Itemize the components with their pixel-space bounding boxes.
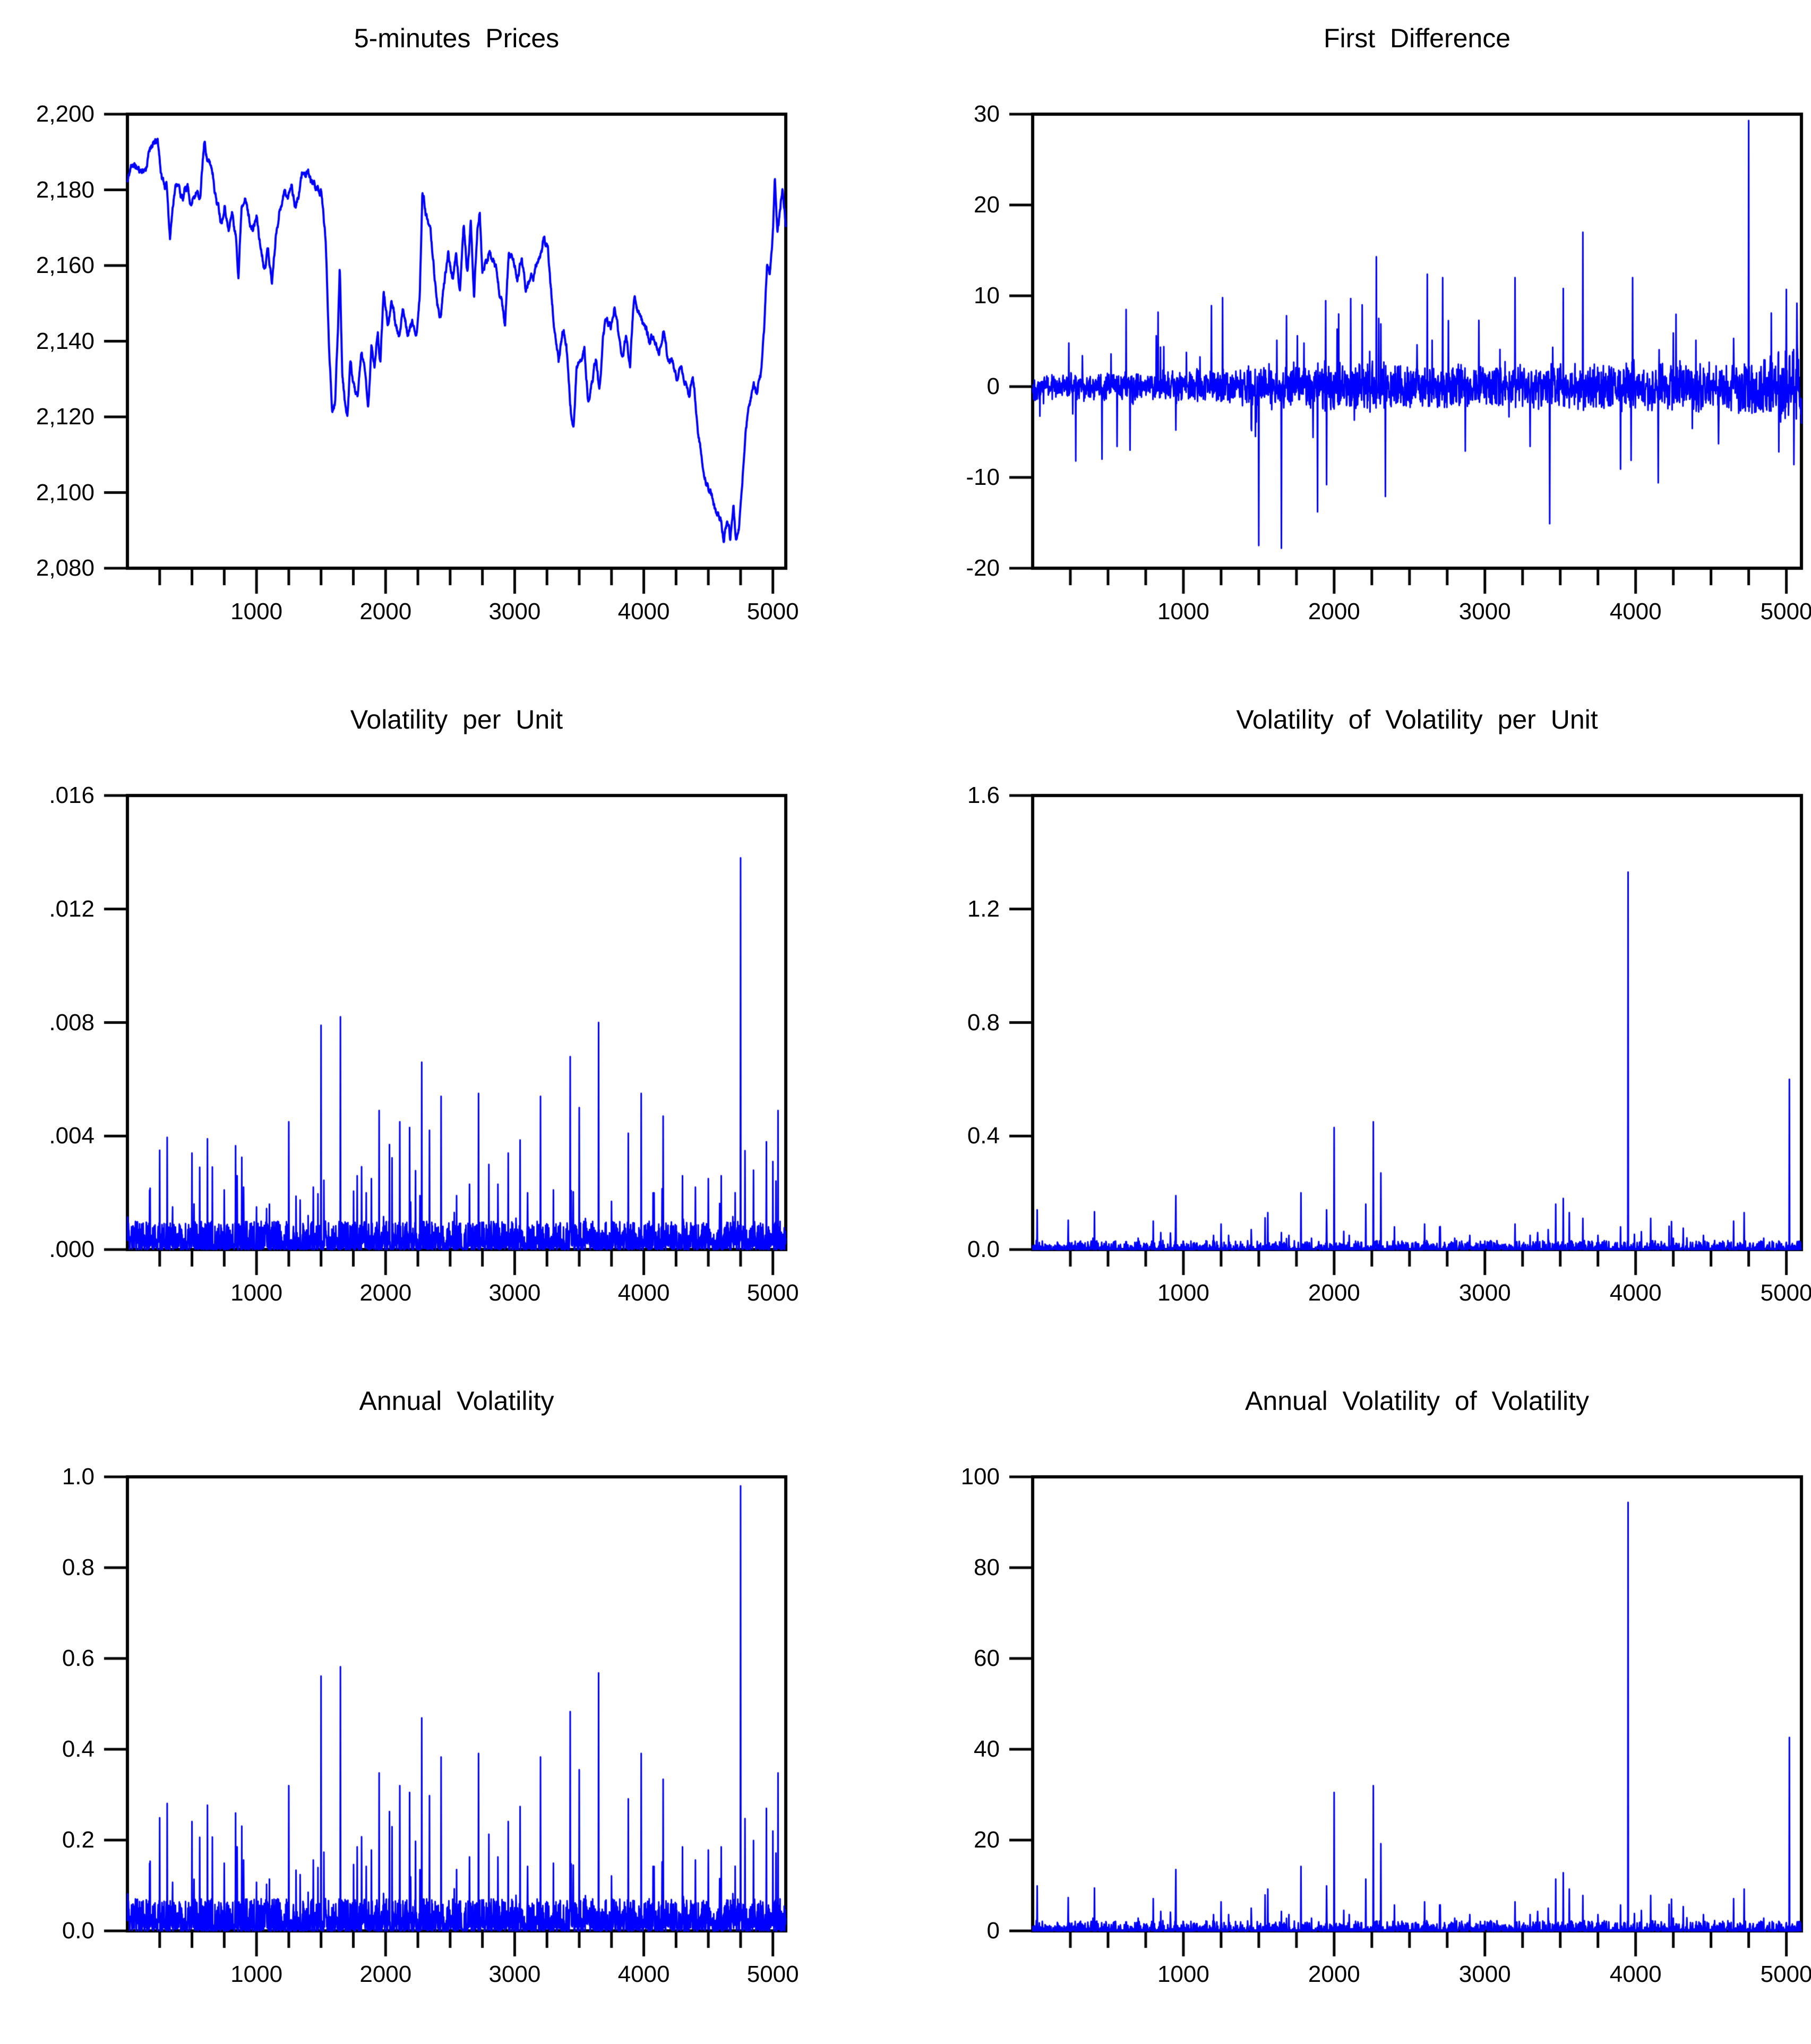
x-tick-label: 4000 [1609,1961,1662,1987]
panel-title: First Difference [1323,23,1511,53]
y-tick-label: 0.6 [62,1645,95,1671]
x-tick-label: 1000 [1157,1280,1209,1306]
y-tick-label: 20 [974,192,1000,218]
y-tick-label: 2,080 [36,555,95,581]
y-tick-label: .000 [49,1236,95,1262]
panel-title: Volatility per Unit [350,705,563,734]
y-tick-label: 1.6 [967,782,1000,808]
x-tick-label: 1000 [1157,1961,1209,1987]
x-tick-label: 5000 [1760,1280,1811,1306]
annual-volatility-of-volatility-plot-canvas [905,1363,1811,2044]
panel-title: Annual Volatility of Volatility [1245,1386,1589,1416]
panel-annual-volatility-of-volatility: Annual Volatility of Volatility 100 80 60 4… [905,1363,1811,2044]
x-tick-label: 5000 [746,1280,799,1306]
x-tick-label: 4000 [1609,598,1662,625]
x-tick-label: 2000 [1308,1961,1360,1987]
y-tick-label: 1.0 [62,1464,95,1490]
panel-title: Annual Volatility [359,1386,554,1416]
y-tick-label: -20 [966,555,1000,581]
x-tick-label: 1000 [230,1280,283,1306]
y-tick-label: .012 [49,895,95,922]
y-tick-label: 10 [974,283,1000,309]
panel-volatility-of-volatility-per-unit: Volatility of Volatility per Unit 1.6 1.2… [905,681,1811,1363]
x-tick-label: 4000 [617,1961,670,1987]
x-tick-label: 5000 [1760,1961,1811,1987]
y-tick-label: 2,100 [36,479,95,506]
x-tick-label: 2000 [359,1961,412,1987]
panel-title: Volatility of Volatility per Unit [1236,705,1598,734]
x-tick-label: 5000 [1760,598,1811,625]
x-tick-label: 4000 [617,598,670,625]
x-tick-label: 1000 [230,598,283,625]
x-tick-label: 2000 [1308,1280,1360,1306]
y-tick-label: 100 [960,1464,1000,1490]
x-tick-label: 2000 [1308,598,1360,625]
y-tick-label: 30 [974,101,1000,127]
y-tick-label: .008 [49,1009,95,1036]
y-tick-label: 0.4 [62,1736,95,1762]
y-tick-label: .004 [49,1123,95,1149]
x-tick-label: 3000 [488,1280,541,1306]
y-tick-label: 0.2 [62,1827,95,1853]
x-tick-label: 4000 [1609,1280,1662,1306]
y-tick-label: -10 [966,464,1000,490]
y-tick-label: 2,140 [36,328,95,354]
y-tick-label: 0 [986,373,1000,399]
y-tick-label: 2,120 [36,404,95,430]
x-tick-label: 3000 [1458,1961,1511,1987]
y-tick-label: 0.8 [967,1009,1000,1036]
y-tick-label: 0.0 [62,1918,95,1944]
x-tick-label: 2000 [359,598,412,625]
y-tick-label: 80 [974,1554,1000,1580]
x-tick-label: 3000 [1458,1280,1511,1306]
y-tick-label: 60 [974,1645,1000,1671]
volatility-of-volatility-plot-canvas [905,681,1811,1363]
annual-volatility-plot-canvas [0,1363,905,2044]
x-tick-label: 5000 [746,598,799,625]
x-tick-label: 3000 [1458,598,1511,625]
x-tick-label: 5000 [746,1961,799,1987]
panel-title: 5-minutes Prices [354,23,560,53]
y-tick-label: 20 [974,1827,1000,1853]
y-tick-label: 2,160 [36,252,95,278]
y-tick-label: .016 [49,782,95,808]
y-tick-label: 0.8 [62,1554,95,1580]
panel-first-difference: First Difference 30 20 10 0 -10 -20 1000 2000 30… [905,0,1811,681]
x-tick-label: 1000 [230,1961,283,1987]
y-tick-label: 2,200 [36,101,95,127]
y-tick-label: 40 [974,1736,1000,1762]
x-tick-label: 1000 [1157,598,1209,625]
panel-5-minutes-prices: 5-minutes Prices 2,200 2,180 2,160 2,140 2,1… [0,0,905,681]
x-tick-label: 2000 [359,1280,412,1306]
x-tick-label: 3000 [488,1961,541,1987]
y-tick-label: 0.4 [967,1123,1000,1149]
y-tick-label: 1.2 [967,895,1000,922]
y-tick-label: 0 [986,1918,1000,1944]
prices-plot-canvas [0,0,905,681]
x-tick-label: 4000 [617,1280,670,1306]
panel-volatility-per-unit: Volatility per Unit .016 .012 .008 .004 .000… [0,681,905,1363]
volatility-per-unit-plot-canvas [0,681,905,1363]
y-tick-label: 2,180 [36,176,95,203]
panel-annual-volatility: Annual Volatility 1.0 0.8 0.6 0.4 0.2 0.0 1000… [0,1363,905,2044]
first-difference-plot-canvas [905,0,1811,681]
y-tick-label: 0.0 [967,1236,1000,1262]
x-tick-label: 3000 [488,598,541,625]
